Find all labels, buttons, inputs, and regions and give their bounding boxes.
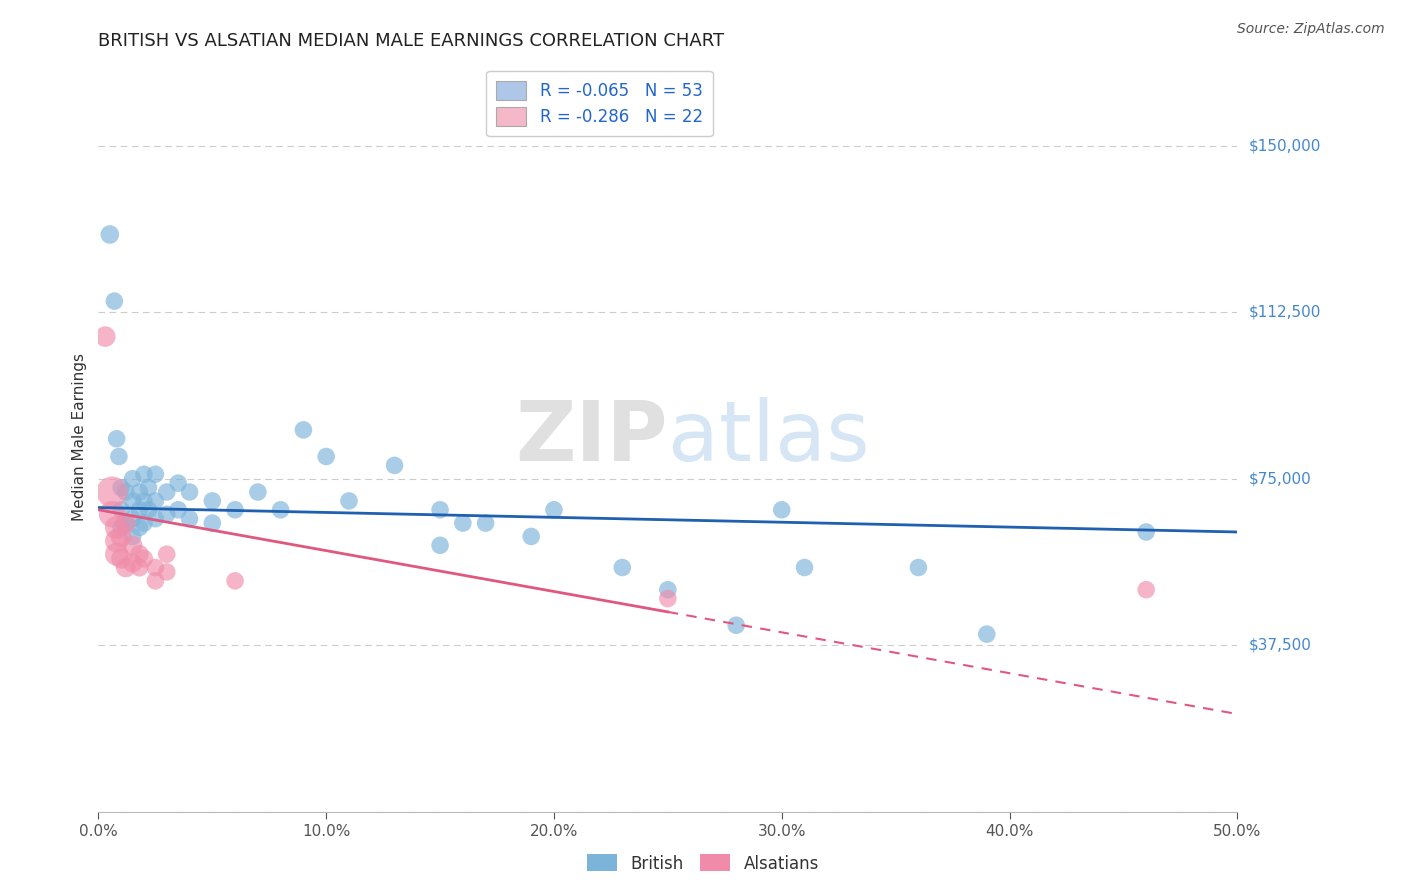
Point — [179, 485, 201, 500]
Point — [145, 494, 167, 508]
Point — [451, 516, 474, 530]
Point — [1135, 524, 1157, 539]
Point — [132, 551, 155, 566]
Point — [110, 481, 132, 495]
Point — [270, 503, 292, 517]
Point — [110, 529, 132, 543]
Text: $37,500: $37,500 — [1249, 638, 1312, 653]
Point — [121, 472, 143, 486]
Point — [128, 520, 150, 534]
Point — [156, 547, 179, 561]
Point — [132, 494, 155, 508]
Text: Source: ZipAtlas.com: Source: ZipAtlas.com — [1237, 22, 1385, 37]
Point — [105, 547, 128, 561]
Point — [128, 503, 150, 517]
Text: BRITISH VS ALSATIAN MEDIAN MALE EARNINGS CORRELATION CHART: BRITISH VS ALSATIAN MEDIAN MALE EARNINGS… — [98, 32, 724, 50]
Point — [167, 476, 190, 491]
Point — [429, 503, 451, 517]
Point — [224, 503, 246, 517]
Point — [114, 516, 136, 530]
Point — [156, 507, 179, 521]
Point — [121, 494, 143, 508]
Point — [105, 432, 128, 446]
Point — [138, 503, 160, 517]
Point — [114, 560, 136, 574]
Point — [657, 582, 679, 597]
Point — [612, 560, 634, 574]
Point — [201, 516, 224, 530]
Point — [145, 467, 167, 482]
Point — [156, 565, 179, 579]
Point — [793, 560, 815, 574]
Point — [543, 503, 565, 517]
Point — [145, 574, 167, 588]
Point — [98, 227, 121, 242]
Point — [132, 516, 155, 530]
Point — [132, 467, 155, 482]
Point — [770, 503, 793, 517]
Point — [114, 516, 136, 530]
Point — [114, 485, 136, 500]
Point — [315, 450, 337, 464]
Point — [128, 547, 150, 561]
Text: ZIP: ZIP — [516, 397, 668, 477]
Y-axis label: Median Male Earnings: Median Male Earnings — [72, 353, 87, 521]
Point — [907, 560, 929, 574]
Point — [224, 574, 246, 588]
Point — [138, 481, 160, 495]
Point — [337, 494, 360, 508]
Point — [110, 551, 132, 566]
Point — [121, 538, 143, 552]
Point — [145, 511, 167, 525]
Point — [94, 329, 117, 343]
Point — [520, 529, 543, 543]
Point — [108, 450, 131, 464]
Point — [121, 556, 143, 570]
Point — [103, 294, 125, 309]
Point — [128, 560, 150, 574]
Point — [110, 503, 132, 517]
Point — [179, 511, 201, 525]
Point — [121, 511, 143, 525]
Point — [128, 485, 150, 500]
Legend: R = -0.065   N = 53, R = -0.286   N = 22: R = -0.065 N = 53, R = -0.286 N = 22 — [486, 70, 713, 136]
Text: atlas: atlas — [668, 397, 869, 477]
Point — [384, 458, 406, 473]
Point — [246, 485, 269, 500]
Point — [101, 485, 124, 500]
Point — [156, 485, 179, 500]
Text: $150,000: $150,000 — [1249, 138, 1322, 153]
Point — [657, 591, 679, 606]
Point — [429, 538, 451, 552]
Point — [976, 627, 998, 641]
Point — [145, 560, 167, 574]
Point — [1135, 582, 1157, 597]
Point — [121, 529, 143, 543]
Point — [167, 503, 190, 517]
Point — [105, 520, 128, 534]
Point — [201, 494, 224, 508]
Text: $75,000: $75,000 — [1249, 471, 1312, 486]
Point — [105, 533, 128, 548]
Text: $112,500: $112,500 — [1249, 305, 1322, 319]
Point — [725, 618, 748, 632]
Point — [474, 516, 496, 530]
Point — [101, 507, 124, 521]
Legend: British, Alsatians: British, Alsatians — [581, 847, 825, 880]
Point — [110, 520, 132, 534]
Point — [292, 423, 315, 437]
